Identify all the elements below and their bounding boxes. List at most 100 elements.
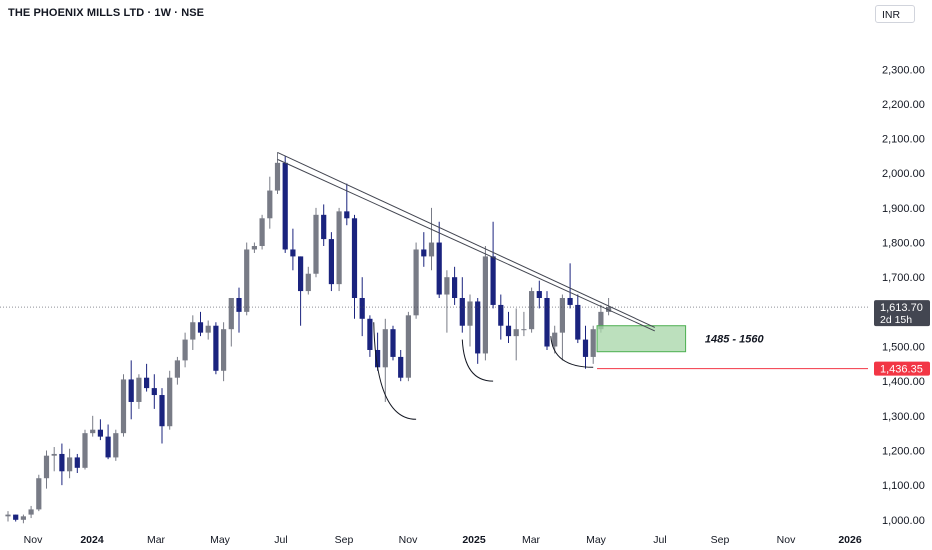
arc-1 xyxy=(373,322,417,420)
x-tick-label: Mar xyxy=(147,534,166,546)
y-tick-label: 2,200.00 xyxy=(882,99,925,111)
candle-body xyxy=(498,304,504,326)
candle-body xyxy=(459,297,465,326)
candle-body xyxy=(544,297,550,347)
candle-body xyxy=(398,356,404,378)
candle-body xyxy=(167,377,173,427)
annotations: 1485 - 1560 xyxy=(0,151,868,420)
candle-body xyxy=(390,329,396,357)
y-tick-label: 2,000.00 xyxy=(882,168,925,180)
y-tick-label: 2,300.00 xyxy=(882,64,925,76)
candle-body xyxy=(244,249,250,312)
x-tick-label: 2025 xyxy=(462,534,486,546)
countdown-label: 2d 15h xyxy=(880,314,912,326)
candle-body xyxy=(505,325,512,337)
candle-body xyxy=(382,329,388,368)
candle-body xyxy=(567,297,573,305)
candle-body xyxy=(344,211,350,219)
price-tag-label: 1,613.70 xyxy=(880,302,923,314)
candle-body xyxy=(282,162,288,250)
candle-body xyxy=(159,395,165,427)
y-tick-label: 1,100.00 xyxy=(882,480,925,492)
candle-body xyxy=(444,277,450,295)
candle-body xyxy=(205,325,211,333)
candle-body xyxy=(105,436,111,458)
candle-body xyxy=(305,273,311,292)
candle-body xyxy=(28,509,34,515)
y-tick-label: 2,100.00 xyxy=(882,134,925,146)
candle-body xyxy=(221,329,227,371)
candle-body xyxy=(536,291,542,298)
candle-body xyxy=(259,218,265,247)
candle-body xyxy=(43,455,50,479)
candle-body xyxy=(367,318,373,350)
candle-body xyxy=(236,297,242,312)
x-tick-label: Mar xyxy=(522,534,541,546)
arc-2 xyxy=(461,339,494,382)
candle-body xyxy=(228,297,234,330)
candle-body xyxy=(190,322,196,340)
candle-body xyxy=(136,377,142,402)
candle-body xyxy=(128,379,134,402)
trendline xyxy=(277,158,656,332)
candle-body xyxy=(321,214,327,240)
candle-body xyxy=(251,246,257,250)
x-tick-label: Nov xyxy=(777,534,796,546)
y-axis: 1,000.00 1,100.00 1,200.00 1,300.00 1,400.00… xyxy=(874,64,930,527)
candle-body xyxy=(90,429,96,434)
candle-body xyxy=(428,242,435,257)
candle-body xyxy=(413,249,419,316)
x-tick-label: Sep xyxy=(711,534,730,546)
candle-body xyxy=(529,291,535,330)
candle-body xyxy=(97,429,103,437)
candle-body xyxy=(20,516,26,520)
candle-body xyxy=(290,249,296,257)
y-tick-label: 1,300.00 xyxy=(882,411,925,423)
candle-body xyxy=(328,239,334,285)
x-tick-label: Sep xyxy=(335,534,354,546)
trendline xyxy=(277,151,656,328)
candle-body xyxy=(298,256,304,292)
x-tick-label: Nov xyxy=(399,534,418,546)
candle-body xyxy=(197,322,204,333)
x-axis: Nov 2024 Mar May Jul Sep Nov 2025 Mar May Jul Sep No… xyxy=(24,534,862,546)
candle-body xyxy=(375,349,381,368)
candle-body xyxy=(13,514,19,520)
candle-body xyxy=(521,329,527,331)
candle-body xyxy=(274,162,281,191)
y-tick-label: 1,500.00 xyxy=(882,342,925,354)
x-tick-label: Jul xyxy=(653,534,666,546)
candle-body xyxy=(452,277,458,298)
candle-body xyxy=(359,297,365,319)
candle-body xyxy=(513,329,519,337)
candle-body xyxy=(51,453,57,456)
y-tick-label: 1,400.00 xyxy=(882,376,925,388)
y-tick-label: 1,800.00 xyxy=(882,238,925,250)
candle-body xyxy=(351,218,358,298)
candle-body xyxy=(267,190,273,219)
x-tick-label: Nov xyxy=(24,534,43,546)
candle-body xyxy=(436,242,442,295)
candle-body xyxy=(74,457,80,468)
candle-body xyxy=(120,379,127,434)
candle-body xyxy=(559,297,565,333)
y-tick-label: 1,700.00 xyxy=(882,272,925,284)
candle-body xyxy=(59,453,65,472)
candle-body xyxy=(5,514,11,517)
y-tick-label: 1,000.00 xyxy=(882,515,925,527)
candle-body xyxy=(151,388,157,396)
candle-body xyxy=(36,478,42,510)
zone-label: 1485 - 1560 xyxy=(705,334,765,346)
candle-body xyxy=(174,360,180,378)
candle-body xyxy=(67,457,73,472)
arc-3 xyxy=(550,336,594,368)
candle-body xyxy=(598,311,604,330)
x-tick-label: Jul xyxy=(274,534,287,546)
currency-selector[interactable]: INR xyxy=(875,5,915,23)
candle-body xyxy=(467,301,473,326)
y-tick-label: 1,900.00 xyxy=(882,203,925,215)
candle-body xyxy=(113,433,119,458)
candle-body xyxy=(590,329,596,357)
price-tag-label: 1,436.35 xyxy=(880,364,923,376)
